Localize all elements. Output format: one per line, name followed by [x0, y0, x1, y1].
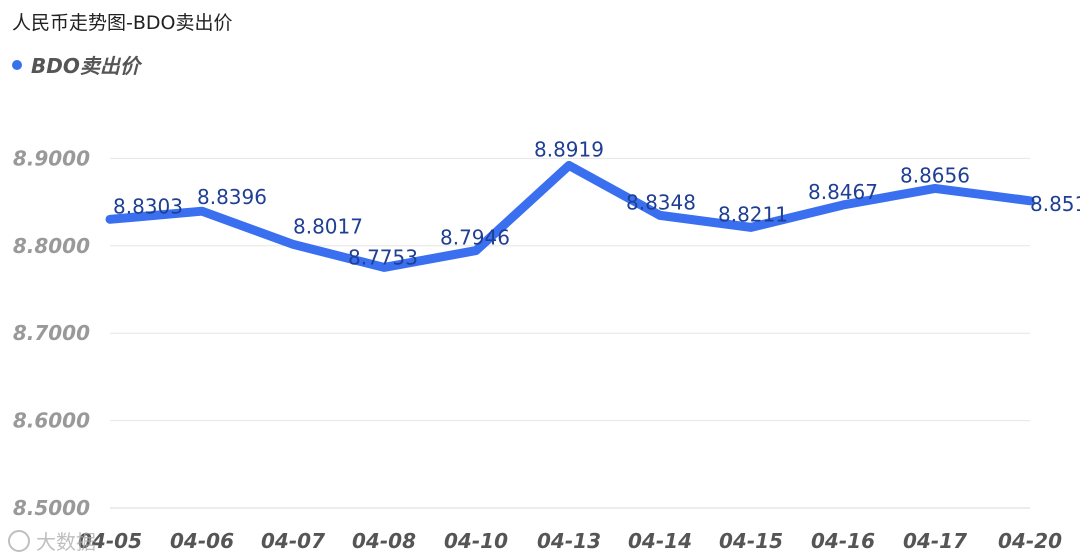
data-label: 8.8017 — [293, 214, 363, 238]
chart-title: 人民币走势图-BDO卖出价 — [12, 12, 233, 34]
data-label: 8.8303 — [113, 194, 183, 218]
data-label: 8.8396 — [197, 185, 267, 209]
data-label: 8.8467 — [808, 180, 878, 204]
watermark-text: 大数据 — [36, 530, 96, 554]
data-point — [381, 264, 387, 271]
data-label: 8.8348 — [626, 190, 696, 214]
data-label: 8.7946 — [440, 226, 510, 250]
data-label: 8.8515 — [1030, 192, 1080, 216]
y-tick-label: 8.9000 — [13, 146, 90, 170]
x-tick-label: 04-07 — [261, 529, 325, 553]
watermark-logo-icon — [8, 529, 30, 552]
x-tick-label: 04-14 — [628, 529, 692, 553]
data-point — [1027, 197, 1033, 204]
data-point — [748, 224, 754, 231]
legend-marker — [12, 59, 22, 70]
data-point — [840, 201, 846, 208]
data-label: 8.8656 — [900, 163, 970, 187]
data-label: 8.7753 — [348, 245, 418, 269]
data-point — [473, 247, 479, 254]
x-tick-label: 04-08 — [352, 529, 416, 553]
data-point — [199, 208, 205, 215]
y-tick-label: 8.5000 — [13, 496, 90, 520]
legend[interactable]: BDO卖出价 — [12, 50, 140, 79]
data-label: 8.8919 — [534, 137, 604, 161]
data-point — [566, 162, 572, 169]
series-line — [105, 160, 1035, 272]
legend-label: BDO卖出价 — [31, 54, 140, 78]
x-tick-label: 04-17 — [903, 529, 967, 553]
y-tick-label: 8.6000 — [13, 409, 90, 433]
y-tick-label: 8.8000 — [13, 234, 90, 258]
x-tick-label: 04-10 — [444, 529, 508, 553]
data-point — [107, 216, 113, 223]
watermark: 大数据 — [8, 526, 96, 555]
data-label: 8.8211 — [718, 202, 788, 226]
x-tick-label: 04-15 — [719, 529, 783, 553]
y-tick-label: 8.7000 — [13, 321, 90, 345]
data-point — [657, 212, 663, 219]
x-tick-label: 04-05 — [78, 529, 142, 553]
data-point — [932, 185, 938, 192]
data-point — [290, 241, 296, 248]
x-tick-label: 04-13 — [537, 529, 601, 553]
x-tick-label: 04-20 — [998, 529, 1062, 553]
x-tick-label: 04-16 — [811, 529, 875, 553]
x-tick-label: 04-06 — [170, 529, 234, 553]
